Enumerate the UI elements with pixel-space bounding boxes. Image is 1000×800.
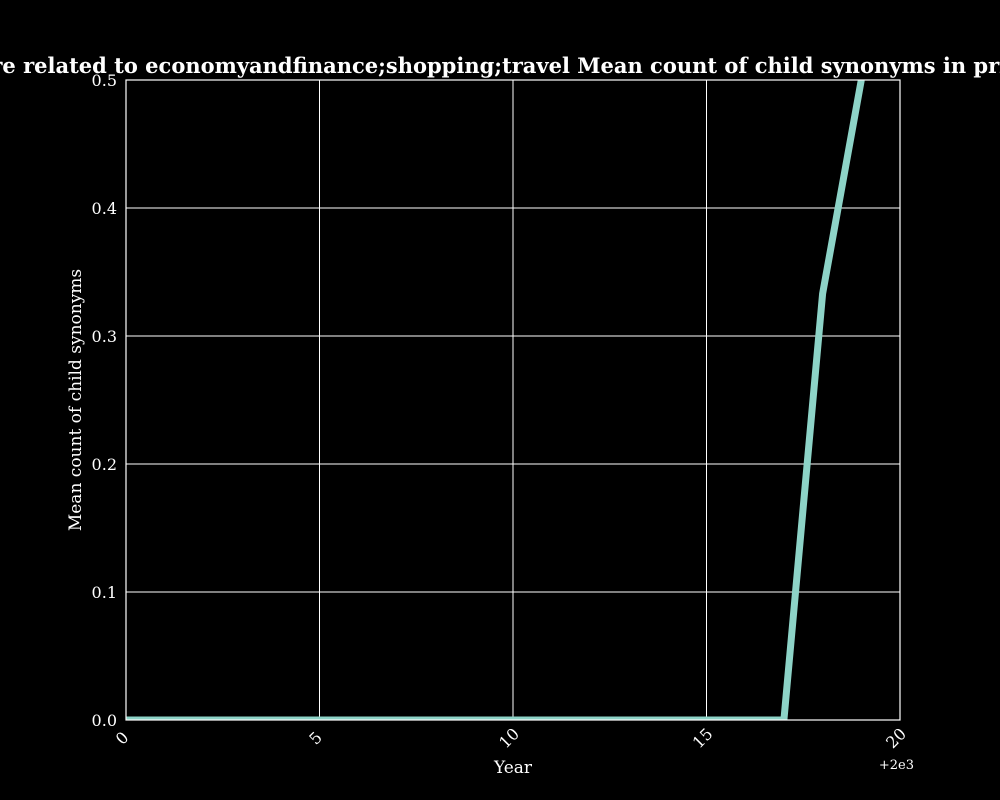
y-tick-label: 0.5 (92, 71, 117, 90)
series-line (126, 80, 865, 720)
plot-frame (125, 79, 901, 721)
y-tick-label: 0.1 (92, 583, 117, 602)
y-axis-label: Mean count of child synonyms (66, 269, 86, 531)
y-tick-label: 0.0 (92, 711, 117, 730)
x-tick-label: 0 (112, 728, 133, 749)
x-axis-offset-label: +2e3 (879, 758, 914, 773)
chart-title: Categories are related to economyandfina… (0, 53, 1000, 78)
y-tick-label: 0.2 (92, 455, 117, 474)
x-tick-label: 10 (495, 724, 523, 752)
y-tick-label: 0.3 (92, 327, 117, 346)
grid (125, 79, 901, 721)
x-axis-label: Year (493, 758, 533, 778)
x-tick-label: 20 (882, 724, 910, 752)
series-layer (126, 80, 865, 720)
y-tick-label: 0.4 (92, 199, 117, 218)
x-tick-label: 5 (305, 728, 326, 749)
x-tick-label: 15 (689, 724, 717, 752)
